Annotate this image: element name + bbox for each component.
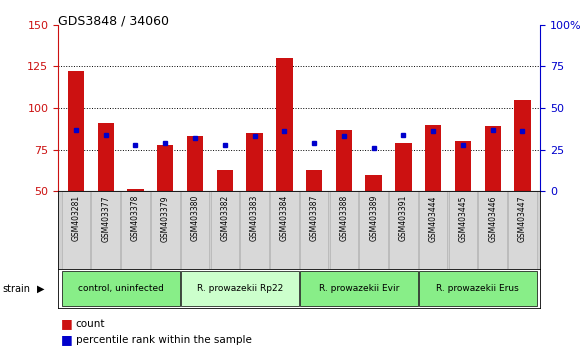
Bar: [151, 191, 180, 269]
Bar: [62, 191, 90, 269]
Bar: [455, 141, 471, 191]
Bar: [276, 58, 292, 191]
Bar: [508, 191, 537, 269]
Bar: [121, 191, 150, 269]
Bar: [246, 133, 263, 191]
Bar: [68, 72, 84, 191]
Bar: [425, 125, 442, 191]
Bar: [217, 170, 233, 191]
Bar: [157, 144, 174, 191]
Text: ■: ■: [61, 318, 73, 330]
Bar: [329, 191, 358, 269]
Bar: [127, 189, 144, 191]
Bar: [359, 191, 388, 269]
Bar: [181, 271, 299, 306]
Bar: [300, 271, 418, 306]
Text: GDS3848 / 34060: GDS3848 / 34060: [58, 14, 169, 27]
Bar: [485, 126, 501, 191]
Bar: [478, 191, 507, 269]
Bar: [419, 271, 537, 306]
Bar: [98, 123, 114, 191]
Text: GSM403446: GSM403446: [488, 195, 497, 241]
Text: GSM403389: GSM403389: [369, 195, 378, 241]
Text: GSM403382: GSM403382: [220, 195, 229, 241]
Text: GSM403384: GSM403384: [280, 195, 289, 241]
Bar: [389, 191, 418, 269]
Text: GSM403377: GSM403377: [101, 195, 110, 241]
Text: R. prowazekii Evir: R. prowazekii Evir: [318, 284, 399, 293]
Bar: [300, 191, 328, 269]
Bar: [306, 170, 322, 191]
Bar: [365, 175, 382, 191]
Bar: [210, 191, 239, 269]
Bar: [91, 191, 120, 269]
Bar: [270, 191, 299, 269]
Bar: [514, 100, 530, 191]
Text: R. prowazekii Rp22: R. prowazekii Rp22: [196, 284, 283, 293]
Bar: [62, 271, 180, 306]
Text: GSM403383: GSM403383: [250, 195, 259, 241]
Text: GSM403387: GSM403387: [310, 195, 318, 241]
Text: R. prowazekii Erus: R. prowazekii Erus: [436, 284, 519, 293]
Text: ▶: ▶: [37, 284, 44, 293]
Text: GSM403445: GSM403445: [458, 195, 468, 241]
Text: control, uninfected: control, uninfected: [78, 284, 163, 293]
Bar: [241, 191, 269, 269]
Text: GSM403281: GSM403281: [71, 195, 80, 241]
Text: GSM403391: GSM403391: [399, 195, 408, 241]
Bar: [181, 191, 209, 269]
Bar: [395, 143, 411, 191]
Text: count: count: [76, 319, 105, 329]
Text: GSM403380: GSM403380: [191, 195, 199, 241]
Bar: [187, 136, 203, 191]
Bar: [419, 191, 447, 269]
Text: percentile rank within the sample: percentile rank within the sample: [76, 335, 252, 345]
Text: GSM403379: GSM403379: [161, 195, 170, 241]
Text: GSM403378: GSM403378: [131, 195, 140, 241]
Bar: [449, 191, 477, 269]
Text: strain: strain: [3, 284, 31, 293]
Bar: [336, 130, 352, 191]
Text: GSM403388: GSM403388: [339, 195, 349, 241]
Text: ■: ■: [61, 333, 73, 346]
Text: GSM403447: GSM403447: [518, 195, 527, 241]
Text: GSM403444: GSM403444: [429, 195, 437, 241]
